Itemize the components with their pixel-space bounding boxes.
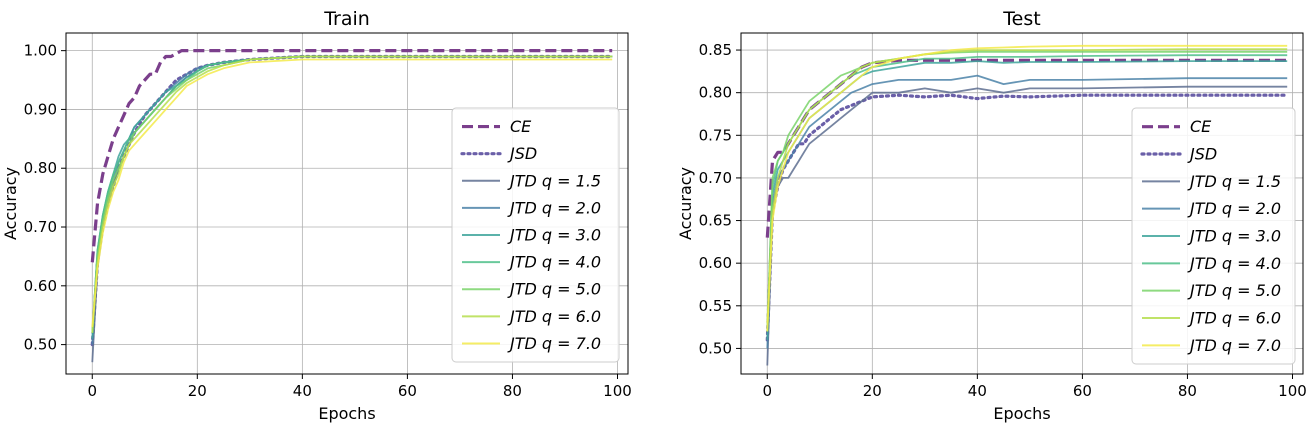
legend-label-jtd-q-4-0: JTD q = 4.0 [1187,254,1281,273]
legend-label-jtd-q-3-0: JTD q = 3.0 [507,226,601,245]
x-tick-label: 20 [188,382,207,400]
series-line-jtd-q-7-0 [766,44,1288,332]
y-tick-label: 0.90 [24,100,57,118]
legend-label-jtd-q-6-0: JTD q = 6.0 [507,307,601,326]
y-tick-label: 0.80 [24,159,57,177]
legend: CE JSD JTD q = 1.5 JTD q = 2.0 JTD q = 3.0 JT… [1131,107,1296,365]
y-tick-label: 0.60 [699,254,732,272]
legend-label-jtd-q-1-5: JTD q = 1.5 [1187,172,1281,191]
y-tick-label: 0.80 [699,84,732,102]
legend-label-jtd-q-6-0: JTD q = 6.0 [1187,309,1281,328]
x-tick-label: 100 [603,382,632,400]
legend-box [451,107,620,363]
legend-label-ce: CE [1190,117,1212,136]
x-tick-label: 60 [1073,382,1092,400]
x-tick-label: 0 [762,382,772,400]
y-tick-label: 0.60 [24,277,57,295]
series-line-jtd-q-5-0 [766,50,1288,332]
series-line-jtd-q-6-0 [766,48,1288,323]
legend: CE JSD JTD q = 1.5 JTD q = 2.0 JTD q = 3.0 JT… [451,107,620,363]
series-line-jtd-q-6-0 [91,55,613,333]
series-group [765,44,1289,366]
series-line-jtd-q-7-0 [91,58,613,328]
y-tick-label: 0.70 [699,169,732,187]
x-tick-label: 80 [503,382,522,400]
legend-label-jtd-q-1-5: JTD q = 1.5 [507,171,601,190]
x-tick-label: 0 [87,382,97,400]
legend-label-jtd-q-2-0: JTD q = 2.0 [507,198,601,217]
train-panel: 0 20 40 60 80 100 0.50 0.60 0.70 0.80 0.90 1.00 Trai… [1,8,632,423]
y-axis-label: Accuracy [1,167,20,240]
legend-label-jtd-q-7-0: JTD q = 7.0 [507,334,601,353]
y-tick-label: 0.70 [24,218,57,236]
legend-label-jtd-q-7-0: JTD q = 7.0 [1187,336,1281,355]
legend-label-jtd-q-2-0: JTD q = 2.0 [1187,199,1281,218]
y-tick-label: 0.50 [699,339,732,357]
legend-label-jtd-q-5-0: JTD q = 5.0 [507,280,601,299]
x-axis-label: Epochs [318,404,375,423]
series-line-ce [90,48,613,263]
test-panel: 0 20 40 60 80 100 0.50 0.55 0.60 0.65 0.70 0.75 0.80… [676,8,1307,423]
plot-frame [65,32,629,375]
series-group [90,48,614,363]
y-axis-label: Accuracy [676,167,695,240]
x-tick-label: 100 [1278,382,1307,400]
y-tick-label: 0.75 [699,126,732,144]
y-tick-label: 0.50 [24,336,57,354]
x-tick-label: 40 [293,382,312,400]
x-tick-label: 60 [398,382,417,400]
y-tick-label: 0.65 [699,212,732,230]
y-tick-label: 0.55 [699,297,732,315]
legend-label-ce: CE [510,117,532,136]
legend-label-jtd-q-4-0: JTD q = 4.0 [507,253,601,272]
x-tick-label: 20 [863,382,882,400]
plot-frame [740,32,1304,375]
chart-title: Train [323,8,370,30]
x-tick-label: 80 [1178,382,1197,400]
legend-box [1131,107,1296,365]
x-axis-label: Epochs [993,404,1050,423]
y-tick-label: 0.85 [699,41,732,59]
chart-title: Test [1002,8,1040,30]
series-line-jtd-q-1-5 [766,85,1288,366]
legend-label-jtd-q-3-0: JTD q = 3.0 [1187,227,1281,246]
legend-label-jsd: JSD [507,144,537,163]
x-tick-label: 40 [968,382,987,400]
legend-label-jsd: JSD [1187,145,1217,164]
y-tick-label: 1.00 [24,42,57,60]
series-line-jtd-q-2-0 [766,74,1288,349]
legend-label-jtd-q-5-0: JTD q = 5.0 [1187,281,1281,300]
